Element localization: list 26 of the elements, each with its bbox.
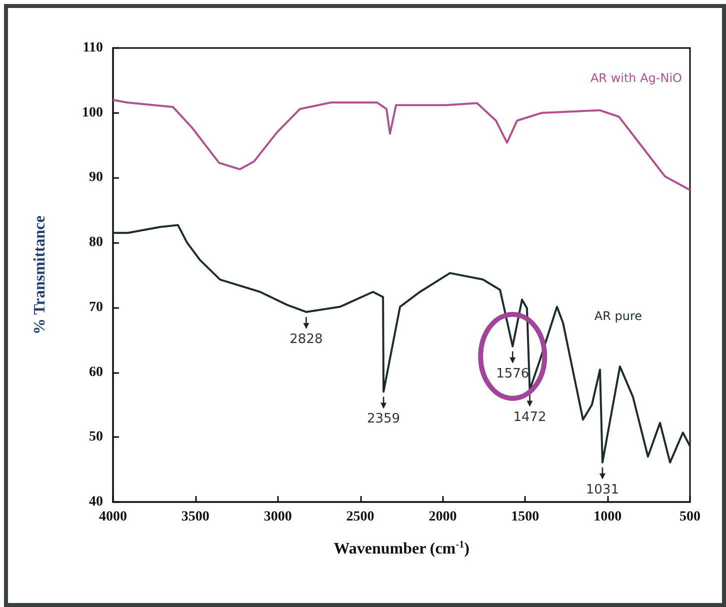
x-tick-label: 500 bbox=[680, 510, 700, 524]
text: AR with Ag-NiO bbox=[590, 71, 682, 85]
x-tick-label: 4000 bbox=[99, 510, 127, 524]
y-tick-label: 70 bbox=[89, 300, 103, 315]
x-tick-label: 1000 bbox=[594, 510, 622, 524]
y-tick-label: 110 bbox=[82, 40, 103, 56]
y-tick-label: 50 bbox=[89, 430, 103, 445]
annotation: 2359 bbox=[366, 412, 400, 427]
y-tick-label: 90 bbox=[89, 170, 103, 186]
x-tick-label: 3500 bbox=[181, 510, 210, 524]
y-tick-label: 80 bbox=[89, 235, 103, 250]
x-tick-label: 2000 bbox=[428, 510, 457, 524]
annotation: 1031 bbox=[586, 482, 620, 498]
x-tick-label: 1500 bbox=[511, 510, 540, 524]
x-tick-label: 3000 bbox=[264, 510, 292, 524]
line-series bbox=[112, 224, 691, 464]
text: AR pure bbox=[594, 309, 642, 323]
y-tick-label: 40 bbox=[89, 494, 103, 510]
annotation: 2828 bbox=[290, 332, 323, 347]
annotation: 1472 bbox=[513, 410, 546, 425]
annotation: 1576 bbox=[496, 366, 530, 382]
y-tick-label: 60 bbox=[89, 364, 103, 380]
x-tick-label: 2500 bbox=[346, 510, 374, 524]
y-tick-label: 100 bbox=[82, 105, 103, 120]
line-series bbox=[112, 98, 691, 192]
y-axis-title: % Transmittance bbox=[32, 216, 48, 334]
